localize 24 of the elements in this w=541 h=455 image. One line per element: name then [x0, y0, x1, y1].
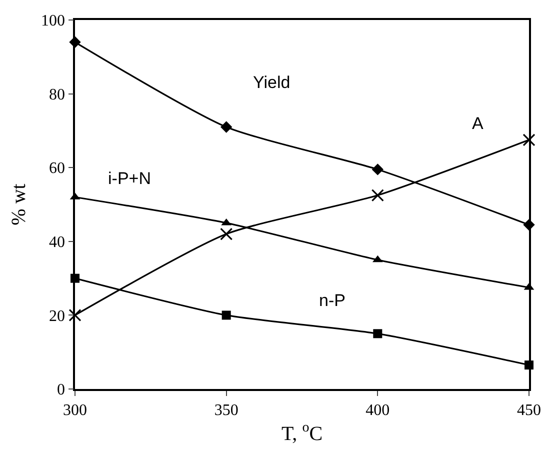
- point: [522, 134, 536, 146]
- y-tick-label: 60: [49, 160, 66, 178]
- point: [220, 228, 233, 240]
- point: [222, 310, 231, 320]
- text: Yield: [253, 73, 290, 92]
- y-tick-label: 80: [49, 86, 66, 104]
- point: [372, 164, 384, 176]
- series-label: A: [472, 114, 484, 133]
- point: [68, 308, 82, 322]
- point: [371, 188, 384, 202]
- y-tick-label: 40: [49, 234, 66, 251]
- x-axis-title: T, $^{o}$C: [281, 420, 323, 445]
- y-tick-label: 0: [57, 382, 66, 399]
- y-tick-label: 20: [49, 308, 66, 325]
- x-tick-label: 300: [63, 402, 87, 419]
- y-axis-title: % wt: [8, 183, 30, 226]
- point: [220, 121, 232, 133]
- x-tick-label: 400: [366, 402, 390, 419]
- x-tick-label: 450: [517, 402, 541, 419]
- point: [373, 329, 382, 338]
- series-label: i-P+N: [108, 169, 151, 188]
- y-tick-label: 100: [41, 12, 66, 30]
- x-tick-label: 350: [214, 402, 238, 419]
- series-label: n-P: [319, 291, 346, 310]
